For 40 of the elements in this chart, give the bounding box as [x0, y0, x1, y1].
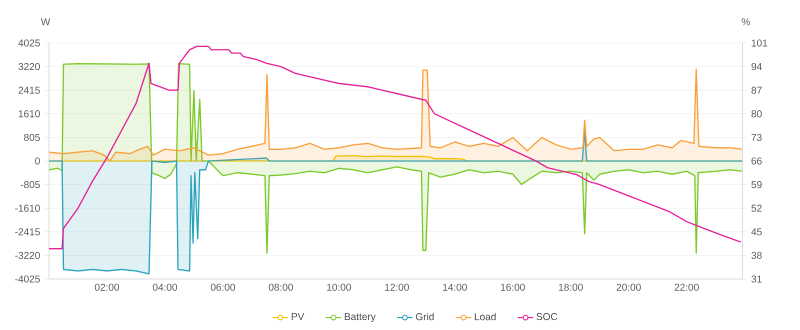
y2-axis-title: %	[742, 18, 750, 26]
legend-label: Battery	[344, 313, 376, 322]
x-tick-label: 02:00	[94, 284, 120, 291]
y-axis-title: W	[40, 18, 50, 26]
y-tick-label: 0	[35, 157, 40, 165]
x-tick-label: 14:00	[443, 284, 467, 291]
x-tick-label: 20:00	[616, 284, 641, 291]
y2-tick-label: 45	[751, 228, 762, 236]
x-tick-label: 16:00	[501, 284, 525, 291]
x-tick-label: 04:00	[152, 284, 178, 291]
y-tick-label: 2415	[18, 86, 40, 94]
x-tick-label: 08:00	[268, 284, 293, 291]
y2-tick-label: 80	[751, 110, 762, 118]
legend-label: SOC	[536, 313, 558, 320]
y-tick-label: -3220	[15, 252, 40, 259]
legend-label: Grid	[416, 312, 434, 320]
x-tick-label: 06:00	[210, 284, 236, 291]
y2-tick-label: 101	[752, 39, 768, 47]
y2-tick-label: 38	[751, 252, 762, 259]
y-tick-label: -1610	[15, 204, 40, 212]
x-tick-label: 22:00	[674, 284, 699, 291]
y-tick-label: 3220	[18, 63, 40, 70]
legend-label: Load	[474, 312, 496, 320]
y2-tick-label: 73	[752, 134, 762, 141]
y2-tick-label: 66	[752, 157, 762, 165]
y-tick-label: 1610	[18, 110, 40, 118]
y-tick-label: -4025	[15, 275, 40, 283]
y-tick-label: 4025	[18, 39, 40, 47]
y2-tick-label: 31	[751, 275, 762, 283]
x-tick-label: 18:00	[558, 284, 583, 291]
y2-tick-label: 87	[751, 86, 762, 94]
y2-tick-label: 59	[751, 181, 762, 188]
y-tick-label: -805	[20, 181, 40, 188]
legend-label: PV	[292, 313, 304, 320]
y-tick-label: 805	[24, 134, 40, 141]
x-tick-label: 10:00	[327, 284, 351, 291]
y2-tick-label: 52	[751, 204, 762, 212]
x-tick-label: 12:00	[385, 284, 409, 291]
y-tick-label: -2415	[15, 228, 40, 236]
y2-tick-label: 94	[752, 63, 762, 70]
